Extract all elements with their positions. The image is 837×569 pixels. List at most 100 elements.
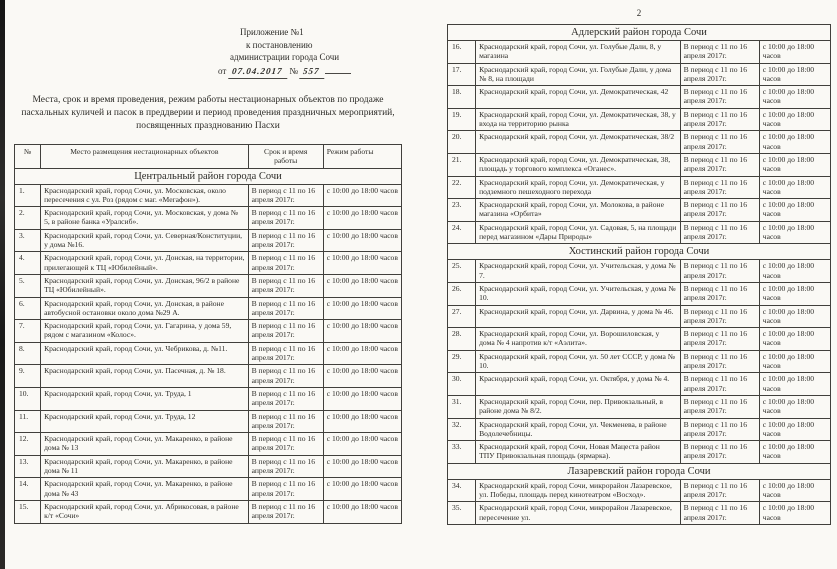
row-number-cell: 16.	[446, 40, 477, 64]
hours-cell: с 10:00 до 18:00 часов	[758, 478, 832, 503]
place-cell: Краснодарский край, город Сочи, ул. Моло…	[475, 198, 681, 222]
hours-cell: с 10:00 до 18:00 часов	[758, 417, 832, 442]
period-cell: В период с 11 по 16 апреля 2017г.	[679, 198, 760, 222]
row-number-cell: 18.	[446, 85, 477, 109]
row-number-cell: 30.	[446, 372, 477, 396]
period-cell: В период с 11 по 16 апреля 2017г.	[679, 62, 760, 87]
table-row: 29. Краснодарский край, город Сочи, ул. 5…	[446, 349, 832, 374]
annex-block: Приложение №1 к постановлению администра…	[218, 26, 402, 78]
place-cell: Краснодарский край, город Сочи, ул. Демо…	[475, 107, 681, 132]
table-row: 33. Краснодарский край, город Сочи, Новая…	[446, 440, 832, 464]
table-row: 5. Краснодарский край, город Сочи, ул. До…	[13, 273, 403, 298]
row-number-cell: 28.	[446, 327, 477, 351]
table-row: 17. Краснодарский край, город Сочи, ул. Г…	[446, 62, 832, 87]
period-cell: В период с 11 по 16 апреля 2017г.	[679, 175, 760, 200]
table-row: 9. Краснодарский край, город Сочи, ул. Па…	[13, 364, 403, 388]
hours-cell: с 10:00 до 18:00 часов	[322, 206, 403, 230]
row-number-cell: 1.	[13, 183, 42, 208]
place-cell: Краснодарский край, город Сочи, ул. Чекм…	[475, 417, 681, 442]
row-number-cell: 17.	[446, 62, 477, 87]
period-cell: В период с 11 по 16 апреля 2017г.	[679, 372, 760, 396]
table-row: 28. Краснодарский край, город Сочи, ул. В…	[446, 327, 832, 351]
hours-cell: с 10:00 до 18:00 часов	[322, 477, 403, 501]
table-row: 21. Краснодарский край, город Сочи, ул. Д…	[446, 152, 832, 177]
hours-cell: с 10:00 до 18:00 часов	[322, 499, 403, 524]
place-cell: Краснодарский край, город Сочи, ул. Учит…	[475, 281, 681, 306]
section-header-row: Хостинский район города Сочи	[447, 243, 831, 261]
table-row: 8. Краснодарский край, город Сочи, ул. Че…	[13, 341, 403, 366]
table-row: 7. Краснодарский край, город Сочи, ул. Га…	[13, 319, 403, 343]
row-number-cell: 2.	[13, 206, 42, 230]
hours-cell: с 10:00 до 18:00 часов	[758, 281, 832, 306]
period-cell: В период с 11 по 16 апреля 2017г.	[679, 40, 760, 64]
place-cell: Краснодарский край, город Сочи, ул. Севе…	[40, 228, 249, 253]
table-row: 31. Краснодарский край, город Сочи, пер. …	[446, 394, 832, 419]
place-cell: Краснодарский край, город Сочи, ул. 50 л…	[475, 349, 681, 374]
hours-cell: с 10:00 до 18:00 часов	[758, 327, 832, 351]
period-cell: В период с 11 по 16 апреля 2017г.	[247, 499, 324, 524]
hours-cell: с 10:00 до 18:00 часов	[758, 372, 832, 396]
column-header-hours: Режим работы	[322, 144, 403, 169]
table-header-row: № Место размещения нестационарных объект…	[13, 144, 403, 169]
annex-line-signed: от 07.04.2017 № 557	[218, 64, 402, 78]
place-cell: Краснодарский край, город Сочи, ул. Демо…	[475, 130, 681, 154]
place-cell: Краснодарский край, город Сочи, Новая Ма…	[475, 440, 681, 464]
hours-cell: с 10:00 до 18:00 часов	[322, 364, 403, 388]
hours-cell: с 10:00 до 18:00 часов	[758, 440, 832, 464]
hours-cell: с 10:00 до 18:00 часов	[322, 386, 403, 411]
hours-cell: с 10:00 до 18:00 часов	[758, 501, 832, 525]
row-number-cell: 12.	[13, 432, 42, 456]
row-number-cell: 34.	[446, 478, 477, 503]
period-cell: В период с 11 по 16 апреля 2017г.	[247, 228, 324, 253]
intro-paragraph: Места, срок и время проведения, режим ра…	[21, 95, 395, 131]
hours-cell: с 10:00 до 18:00 часов	[758, 394, 832, 419]
section-header-row: Центральный район города Сочи	[14, 167, 402, 185]
row-number-cell: 32.	[446, 417, 477, 442]
period-cell: В период с 11 по 16 апреля 2017г.	[247, 273, 324, 298]
place-cell: Краснодарский край, город Сочи, ул. Демо…	[475, 175, 681, 200]
row-number-cell: 8.	[13, 341, 42, 366]
handwritten-date: 07.04.2017	[227, 64, 288, 78]
table-row: 20. Краснодарский край, город Сочи, ул. Д…	[446, 130, 832, 154]
place-cell: Краснодарский край, город Сочи, ул. Донс…	[40, 273, 249, 298]
table-row: 11. Краснодарский край, город Сочи, ул. Т…	[13, 409, 403, 434]
hours-cell: с 10:00 до 18:00 часов	[322, 296, 403, 321]
period-cell: В период с 11 по 16 апреля 2017г.	[247, 341, 324, 366]
period-cell: В период с 11 по 16 апреля 2017г.	[679, 85, 760, 109]
section-header-row: Лазаревский район города Сочи	[447, 462, 831, 480]
hours-cell: с 10:00 до 18:00 часов	[758, 304, 832, 329]
place-cell: Краснодарский край, город Сочи, ул. Мака…	[40, 454, 249, 479]
period-cell: В период с 11 по 16 апреля 2017г.	[679, 107, 760, 132]
period-cell: В период с 11 по 16 апреля 2017г.	[679, 478, 760, 503]
table-row: 26. Краснодарский край, город Сочи, ул. У…	[446, 281, 832, 306]
annex-number-sign: №	[289, 65, 298, 76]
page-2: 2 Адлерский район города Сочи 16. Краснода…	[446, 8, 832, 525]
place-cell: Краснодарский край, город Сочи, ул. Донс…	[40, 251, 249, 275]
place-cell: Краснодарский край, город Сочи, ул. Чебр…	[40, 341, 249, 366]
place-cell: Краснодарский край, город Сочи, ул. Труд…	[40, 386, 249, 411]
place-cell: Краснодарский край, город Сочи, ул. Гага…	[40, 319, 249, 343]
table-row: 25. Краснодарский край, город Сочи, ул. У…	[446, 259, 832, 283]
table-row: 22. Краснодарский край, город Сочи, ул. Д…	[446, 175, 832, 200]
table-row: 6. Краснодарский край, город Сочи, ул. До…	[13, 296, 403, 321]
hours-cell: с 10:00 до 18:00 часов	[758, 107, 832, 132]
place-cell: Краснодарский край, город Сочи, ул. Дарв…	[475, 304, 681, 329]
place-cell: Краснодарский край, город Сочи, ул. Донс…	[40, 296, 249, 321]
row-number-cell: 11.	[13, 409, 42, 434]
row-number-cell: 15.	[13, 499, 42, 524]
table-row: 14. Краснодарский край, город Сочи, ул. М…	[13, 477, 403, 501]
hours-cell: с 10:00 до 18:00 часов	[758, 259, 832, 283]
row-number-cell: 3.	[13, 228, 42, 253]
period-cell: В период с 11 по 16 апреля 2017г.	[679, 349, 760, 374]
table-row: 30. Краснодарский край, город Сочи, ул. О…	[446, 372, 832, 396]
scan-edge-artifact	[0, 0, 5, 569]
row-number-cell: 14.	[13, 477, 42, 501]
place-cell: Краснодарский край, город Сочи, ул. Голу…	[475, 40, 681, 64]
period-cell: В период с 11 по 16 апреля 2017г.	[679, 281, 760, 306]
row-number-cell: 35.	[446, 501, 477, 525]
row-number-cell: 4.	[13, 251, 42, 275]
table-row: 18. Краснодарский край, город Сочи, ул. Д…	[446, 85, 832, 109]
period-cell: В период с 11 по 16 апреля 2017г.	[247, 319, 324, 343]
annex-from-label: от	[218, 65, 227, 76]
place-cell: Краснодарский край, город Сочи, ул. Садо…	[475, 220, 681, 245]
